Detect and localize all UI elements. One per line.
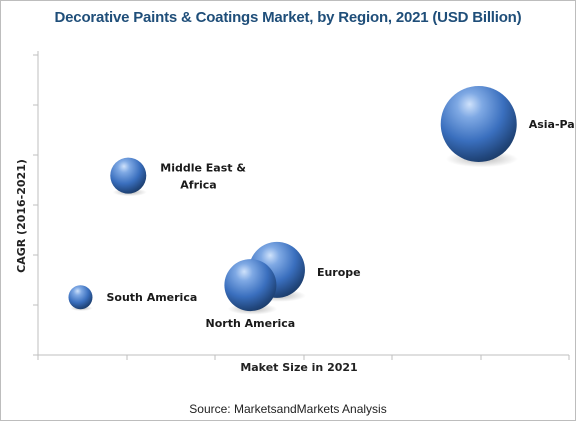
bubble-north-america bbox=[224, 259, 277, 312]
bubble-south-america bbox=[68, 285, 93, 310]
point-label: South America bbox=[106, 291, 197, 304]
source-note: Source: MarketsandMarkets Analysis bbox=[189, 402, 387, 416]
point-label: North America bbox=[206, 317, 296, 330]
point-label: Asia-Pacific bbox=[529, 118, 575, 131]
point-label: Europe bbox=[317, 266, 361, 279]
bubble-asia-pacific bbox=[440, 85, 517, 162]
point-label: Middle East & Africa bbox=[160, 162, 246, 192]
bubble-middle-east-africa bbox=[110, 157, 147, 194]
x-axis-label: Maket Size in 2021 bbox=[240, 361, 357, 374]
chart-title: Decorative Paints & Coatings Market, by … bbox=[54, 9, 522, 26]
y-axis-label: CAGR (2016-2021) bbox=[15, 159, 28, 273]
